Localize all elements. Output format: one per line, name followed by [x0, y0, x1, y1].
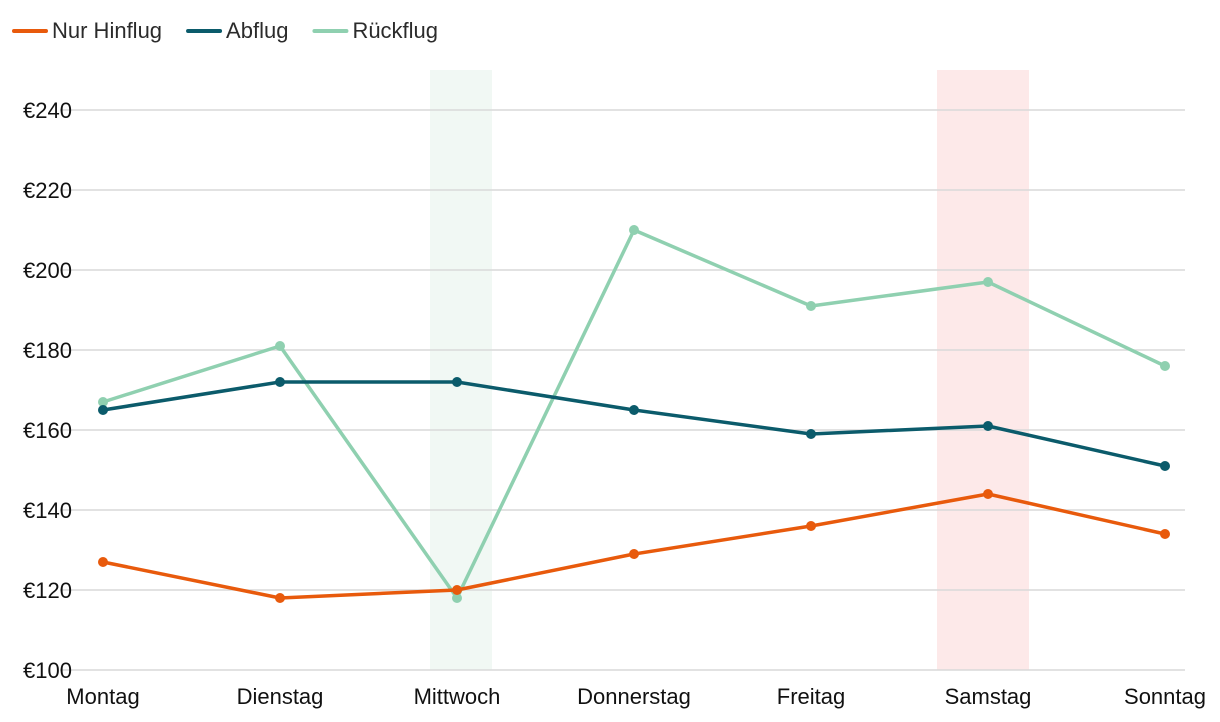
data-point	[275, 593, 285, 603]
y-tick-label: €180	[23, 338, 72, 363]
y-tick-label: €140	[23, 498, 72, 523]
data-point	[806, 521, 816, 531]
y-tick-label: €120	[23, 578, 72, 603]
data-point	[452, 593, 462, 603]
data-point	[629, 549, 639, 559]
legend-label: Nur Hinflug	[52, 18, 162, 43]
data-point	[275, 377, 285, 387]
x-axis: Montag Dienstag Mittwoch Donnerstag Freitag S…	[66, 684, 1206, 709]
highlight-bands	[430, 70, 1029, 670]
y-tick-label: €100	[23, 658, 72, 683]
legend-label: Abflug	[226, 18, 288, 43]
x-tick-label: Mittwoch	[414, 684, 501, 709]
data-point	[806, 429, 816, 439]
data-point	[1160, 529, 1170, 539]
x-tick-label: Donnerstag	[577, 684, 691, 709]
highlight-band-samstag	[937, 70, 1029, 670]
highlight-band-mittwoch	[430, 70, 492, 670]
series-group	[98, 225, 1170, 603]
data-point	[452, 377, 462, 387]
series-rueckflug	[98, 225, 1170, 603]
data-point	[1160, 461, 1170, 471]
legend-item-nur-hinflug: Nur Hinflug	[12, 18, 162, 43]
x-tick-label: Sonntag	[1124, 684, 1206, 709]
data-point	[629, 405, 639, 415]
data-point	[98, 557, 108, 567]
series-nur-hinflug	[98, 489, 1170, 603]
y-tick-label: €160	[23, 418, 72, 443]
data-point	[98, 397, 108, 407]
y-tick-label: €240	[23, 98, 72, 123]
x-tick-label: Montag	[66, 684, 139, 709]
legend-item-abflug: Abflug	[186, 18, 288, 43]
series-abflug	[98, 377, 1170, 471]
data-point	[275, 341, 285, 351]
x-tick-label: Dienstag	[237, 684, 324, 709]
data-point	[983, 277, 993, 287]
data-point	[806, 301, 816, 311]
y-tick-label: €200	[23, 258, 72, 283]
data-point	[1160, 361, 1170, 371]
data-point	[452, 585, 462, 595]
data-point	[983, 489, 993, 499]
legend: Nur Hinflug Abflug Rückflug	[12, 18, 438, 43]
data-point	[98, 405, 108, 415]
data-point	[983, 421, 993, 431]
legend-item-rueckflug: Rückflug	[312, 18, 438, 43]
y-tick-label: €220	[23, 178, 72, 203]
x-tick-label: Samstag	[945, 684, 1032, 709]
y-axis: €100 €120 €140 €160 €180 €200 €220 €240	[23, 98, 72, 683]
legend-label: Rückflug	[352, 18, 438, 43]
data-point	[629, 225, 639, 235]
x-tick-label: Freitag	[777, 684, 845, 709]
